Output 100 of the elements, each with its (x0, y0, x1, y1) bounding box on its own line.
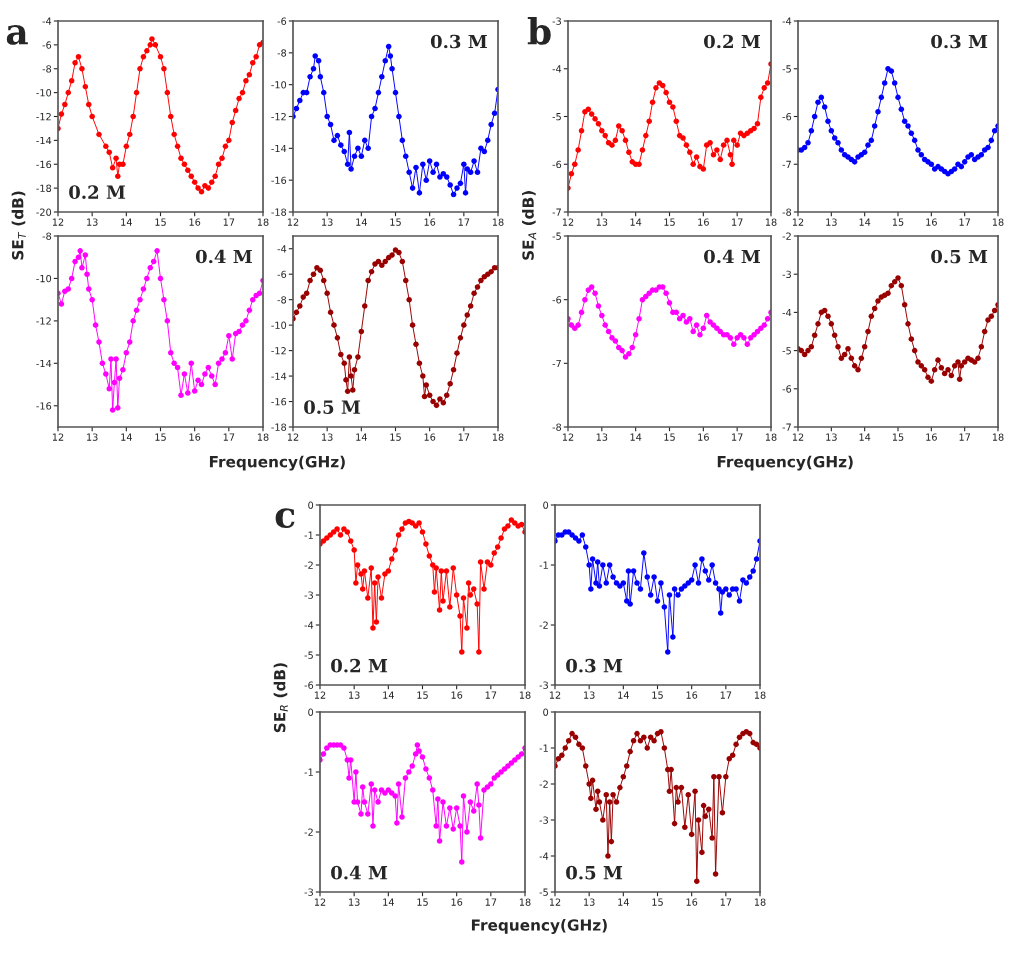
series-label: 0.5 M (304, 400, 361, 414)
y-tick-label: -18 (271, 208, 287, 216)
y-tick-label: -6 (552, 296, 562, 304)
x-tick-label: 13 (322, 433, 333, 441)
series-label: 0.2 M (704, 34, 761, 49)
x-tick-label: 15 (664, 218, 675, 226)
y-tick-label: -14 (36, 359, 52, 368)
y-tick-label: -6 (277, 270, 287, 279)
text: a (6, 25, 28, 45)
x-tick-label: 18 (754, 691, 766, 699)
x-tick-label: 12 (52, 433, 64, 441)
x-tick-label: 12 (287, 433, 299, 441)
x-tick-label: 15 (390, 218, 401, 226)
x-tick-label: 17 (458, 218, 470, 226)
x-tick-label: 18 (257, 433, 269, 441)
y-tick-label: -6 (782, 112, 792, 121)
y-tick-label: -2 (304, 828, 313, 836)
y-tick-label: -4 (782, 17, 792, 25)
text: b (527, 16, 551, 45)
series-label: 0.2 M (69, 185, 126, 199)
y-tick-label: -10 (271, 81, 287, 89)
x-tick-label: 17 (485, 691, 497, 699)
series-label: 0.2 M (331, 658, 388, 673)
x-tick-label: 13 (826, 218, 837, 226)
x-tick-label: 12 (792, 433, 804, 441)
x-tick-label: 18 (492, 218, 504, 226)
y-tick-label: -8 (42, 65, 52, 73)
x-tick-label: 18 (492, 433, 504, 441)
x-tick-label: 13 (596, 218, 608, 226)
y-tick-label: -12 (271, 347, 286, 355)
y-tick-label: -5 (304, 651, 313, 659)
x-tick-label: 14 (356, 218, 367, 226)
y-tick-label: -2 (539, 621, 548, 629)
x-axis-title: Frequency(GHz) (717, 455, 853, 471)
x-tick-label: 17 (720, 898, 732, 906)
x-tick-label: 13 (322, 218, 333, 226)
y-tick-label: -7 (552, 359, 561, 368)
x-tick-label: 16 (686, 691, 698, 699)
x-tick-label: 16 (926, 433, 937, 441)
x-tick-label: 18 (992, 218, 1004, 226)
x-tick-label: 18 (519, 898, 531, 906)
y-tick-label: -6 (277, 17, 287, 25)
y-tick-label: -2 (539, 780, 548, 788)
x-tick-label: 18 (519, 691, 531, 699)
y-tick-label: -6 (42, 41, 52, 49)
x-tick-label: 18 (754, 898, 766, 906)
y-tick-label: -1 (304, 768, 313, 776)
x-tick-label: 17 (223, 433, 235, 441)
y-tick-label: -8 (277, 296, 287, 304)
y-tick-label: -7 (782, 160, 791, 168)
y-tick-label: -18 (271, 423, 287, 431)
x-tick-label: 13 (349, 691, 360, 699)
y-tick-label: -2 (782, 232, 791, 240)
series-label: 0.5 M (566, 865, 623, 880)
y-tick-label: -5 (552, 113, 561, 121)
y-tick-label: -20 (36, 208, 52, 216)
y-tick-label: -1 (539, 744, 548, 752)
y-tick-label: -6 (782, 385, 792, 393)
x-tick-label: 18 (257, 218, 269, 226)
y-tick-label: -5 (782, 65, 791, 73)
x-tick-label: 14 (618, 898, 629, 906)
y-tick-label: -14 (36, 136, 52, 145)
x-tick-label: 12 (549, 691, 561, 699)
y-tick-label: -12 (271, 112, 286, 121)
x-tick-label: 13 (596, 433, 608, 441)
x-tick-label: 12 (314, 691, 326, 699)
y-tick-label: -16 (271, 398, 287, 406)
x-tick-label: 12 (287, 218, 299, 226)
x-tick-label: 14 (630, 433, 642, 441)
x-tick-label: 15 (652, 691, 663, 699)
y-tick-label: 0 (308, 501, 314, 509)
x-tick-label: 16 (686, 898, 698, 906)
x-tick-label: 18 (765, 218, 777, 226)
y-axis-title: SE$_{T}$ (dB) (11, 191, 26, 260)
x-tick-label: 16 (926, 218, 937, 226)
y-tick-label: -6 (552, 160, 562, 169)
x-tick-label: 15 (664, 433, 675, 441)
x-tick-label: 16 (698, 218, 709, 226)
x-tick-label: 13 (584, 691, 595, 699)
x-tick-label: 15 (155, 433, 166, 441)
x-tick-label: 15 (892, 433, 904, 441)
x-tick-label: 12 (52, 218, 64, 226)
y-tick-label: -8 (277, 49, 287, 57)
y-tick-label: -4 (782, 309, 792, 317)
y-tick-label: -16 (271, 176, 287, 184)
y-tick-label: -1 (304, 531, 313, 539)
y-tick-label: -16 (36, 160, 52, 169)
y-tick-label: -4 (539, 852, 549, 860)
x-tick-label: 15 (892, 218, 904, 226)
y-tick-label: -12 (36, 317, 51, 325)
x-tick-label: 16 (451, 691, 463, 699)
x-tick-label: 13 (349, 898, 360, 906)
text: c (275, 508, 295, 529)
y-tick-label: -10 (271, 321, 287, 329)
x-tick-label: 17 (458, 433, 470, 441)
y-tick-label: -14 (271, 372, 287, 380)
y-tick-label: -2 (304, 561, 313, 569)
x-tick-label: 13 (87, 433, 98, 441)
y-tick-label: -3 (782, 270, 791, 279)
y-tick-label: -7 (782, 423, 791, 431)
